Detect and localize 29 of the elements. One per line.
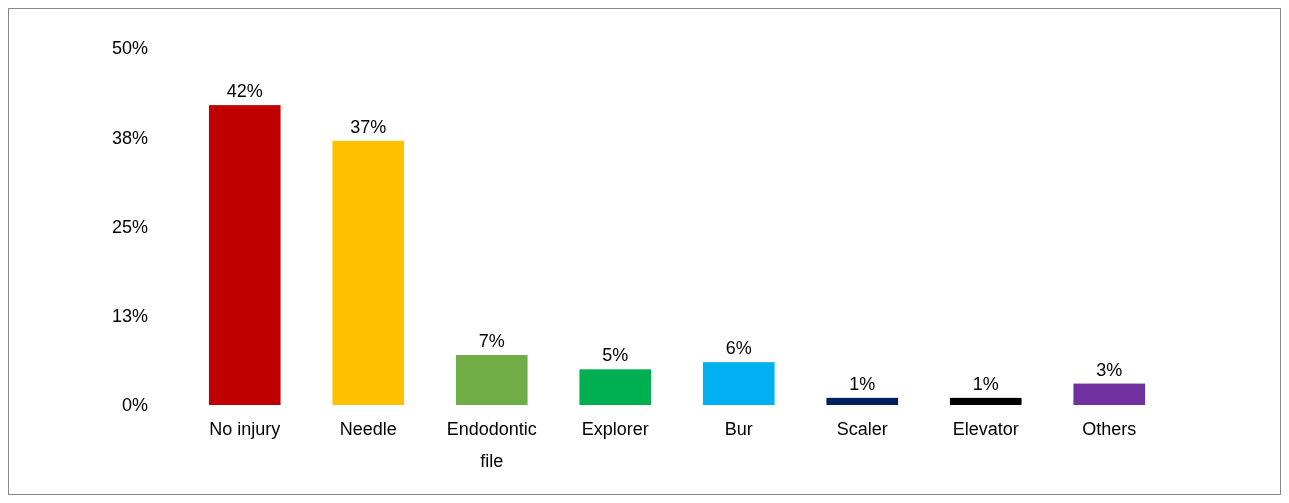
data-label: 3%	[1096, 359, 1123, 380]
bar	[826, 397, 899, 405]
y-tick-label: 38%	[111, 127, 148, 148]
y-tick-label: 0%	[121, 395, 148, 416]
bar	[579, 369, 652, 405]
x-tick-label: No injury	[209, 419, 281, 439]
bar	[208, 105, 281, 405]
bar	[455, 355, 528, 405]
data-label: 5%	[602, 345, 629, 366]
x-tick-label: Bur	[724, 419, 753, 439]
x-tick-label: Elevator	[952, 419, 1019, 439]
x-tick-label: Endodontic file	[446, 419, 537, 471]
data-label: 37%	[350, 116, 387, 137]
y-tick-label: 13%	[111, 306, 148, 327]
data-label: 1%	[849, 373, 876, 394]
bar	[949, 397, 1022, 405]
y-tick-label: 50%	[111, 38, 148, 59]
data-label: 42%	[226, 81, 263, 102]
y-tick-label: 25%	[111, 216, 148, 237]
bar	[1073, 383, 1146, 405]
data-label: 6%	[725, 338, 752, 359]
bar	[332, 140, 405, 405]
data-label: 1%	[972, 373, 999, 394]
x-tick-label: Explorer	[581, 419, 649, 439]
data-label: 7%	[478, 331, 505, 352]
x-tick-label: Others	[1082, 419, 1137, 439]
x-tick-label: Needle	[339, 419, 397, 439]
x-tick-label: Scaler	[836, 419, 888, 439]
bar	[702, 362, 775, 405]
